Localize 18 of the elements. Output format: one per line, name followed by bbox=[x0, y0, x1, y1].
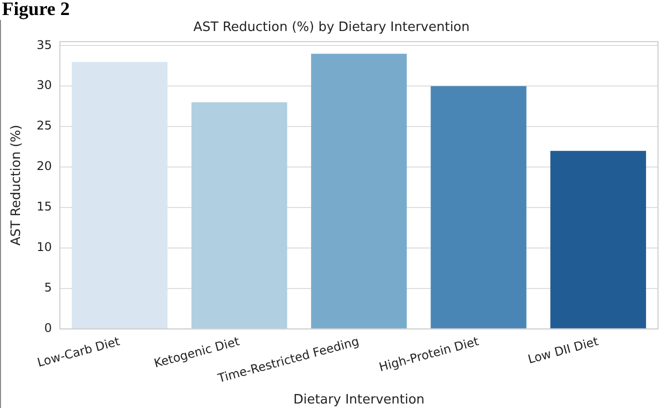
bar bbox=[311, 54, 407, 328]
x-tick-label: Low DII Diet bbox=[526, 334, 600, 366]
y-tick-label: 30 bbox=[36, 78, 52, 92]
y-tick-label: 20 bbox=[36, 159, 52, 174]
x-axis-title: Dietary Intervention bbox=[293, 392, 425, 408]
bar bbox=[430, 86, 526, 328]
y-tick-label: 5 bbox=[44, 280, 52, 295]
caption: Figure 2 bbox=[2, 0, 70, 20]
bar bbox=[72, 62, 168, 328]
bar bbox=[191, 102, 288, 328]
y-axis-title: AST Reduction (%) bbox=[9, 124, 24, 246]
bar bbox=[550, 150, 646, 328]
y-tick-label: 10 bbox=[36, 240, 52, 254]
y-tick-label: 15 bbox=[36, 200, 52, 214]
y-tick-label: 0 bbox=[44, 320, 52, 335]
y-tick-label: 35 bbox=[36, 38, 52, 52]
chart-title: AST Reduction (%) by Dietary Intervention bbox=[193, 20, 470, 36]
y-tick-label: 25 bbox=[36, 118, 52, 133]
